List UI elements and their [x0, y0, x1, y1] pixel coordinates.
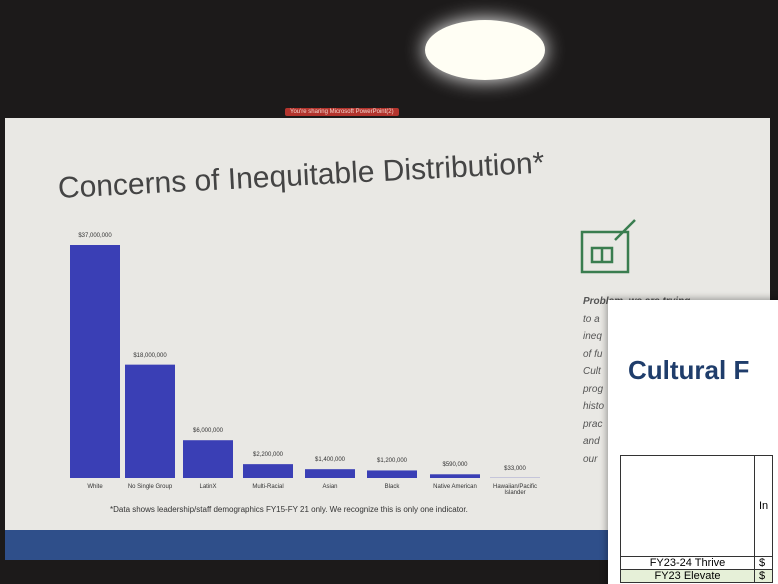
- value-label: $6,000,000: [178, 428, 238, 434]
- value-label: $33,000: [485, 466, 545, 472]
- side-text: of fu: [583, 349, 602, 360]
- table-cell: $: [755, 570, 773, 583]
- value-label: $2,200,000: [238, 452, 298, 458]
- overlay-title: Cultural F: [628, 355, 749, 386]
- x-tick-label: Native American: [427, 484, 483, 490]
- value-label: $590,000: [425, 462, 485, 468]
- bar: [125, 365, 175, 478]
- table-cell: FY23 Elevate: [621, 570, 755, 583]
- table-cell: FY23-24 Thrive: [621, 557, 755, 570]
- x-tick-label: Hawaiian/Pacific Islander: [487, 484, 543, 496]
- side-text: Cult: [583, 366, 601, 377]
- side-text: prog: [583, 384, 603, 395]
- bar: [70, 245, 120, 478]
- x-tick-label: Asian: [302, 484, 358, 490]
- table-cell: [621, 456, 755, 557]
- bar: [305, 469, 355, 478]
- side-text: ineq: [583, 331, 602, 342]
- x-tick-label: Black: [364, 484, 420, 490]
- side-text: and: [583, 436, 600, 447]
- value-label: $1,400,000: [300, 457, 360, 463]
- value-label: $18,000,000: [120, 353, 180, 359]
- icon-pencil: [615, 220, 635, 240]
- x-tick-label: Multi-Racial: [240, 484, 296, 490]
- side-text: histo: [583, 401, 604, 412]
- value-label: $37,000,000: [65, 233, 125, 239]
- overlay-table: In FY23-24 Thrive$ FY23 Elevate$: [620, 455, 773, 583]
- side-text: to a: [583, 314, 600, 325]
- table-cell: $: [755, 557, 773, 570]
- value-label: $1,200,000: [362, 458, 422, 464]
- x-tick-label: White: [67, 484, 123, 490]
- x-tick-label: LatinX: [180, 484, 236, 490]
- screenshot: You're sharing Microsoft PowerPoint(2) C…: [0, 0, 778, 584]
- side-text: our: [583, 454, 597, 465]
- icon-plan: [592, 248, 612, 262]
- bar: [183, 440, 233, 478]
- bar: [367, 470, 417, 478]
- bar: [243, 464, 293, 478]
- side-text: prac: [583, 419, 602, 430]
- icon-frame: [582, 232, 628, 272]
- icon: [582, 220, 635, 272]
- table-cell: In: [755, 456, 773, 557]
- bar: [430, 474, 480, 478]
- x-tick-label: No Single Group: [122, 484, 178, 490]
- footnote: *Data shows leadership/staff demographic…: [110, 505, 468, 514]
- overlay-window: Cultural F In FY23-24 Thrive$ FY23 Eleva…: [608, 300, 778, 584]
